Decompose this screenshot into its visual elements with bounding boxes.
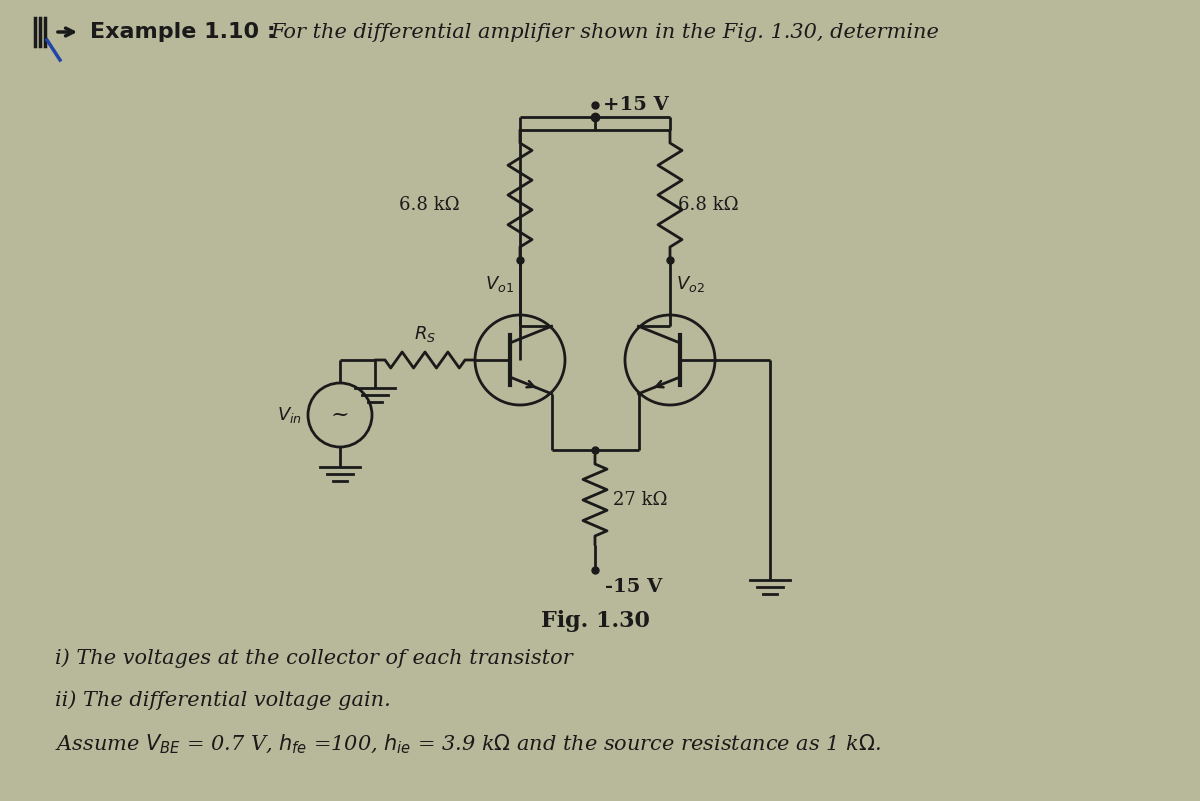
Text: 27 kΩ: 27 kΩ xyxy=(613,491,667,509)
Text: $V_{in}$: $V_{in}$ xyxy=(277,405,302,425)
Text: $V_{o2}$: $V_{o2}$ xyxy=(676,274,704,294)
Text: $V_{o1}$: $V_{o1}$ xyxy=(485,274,514,294)
Text: ~: ~ xyxy=(331,404,349,426)
Text: $R_S$: $R_S$ xyxy=(414,324,436,344)
Text: 6.8 kΩ: 6.8 kΩ xyxy=(678,196,739,214)
Text: Assume $V_{BE}$ = 0.7 V, $h_{fe}$ =100, $h_{ie}$ = 3.9 k$\Omega$ and the source : Assume $V_{BE}$ = 0.7 V, $h_{fe}$ =100, … xyxy=(55,733,881,756)
Text: -15 V: -15 V xyxy=(605,578,662,596)
Text: ii) The differential voltage gain.: ii) The differential voltage gain. xyxy=(55,690,391,710)
Text: i) The voltages at the collector of each transistor: i) The voltages at the collector of each… xyxy=(55,648,572,668)
Text: +15 V: +15 V xyxy=(604,96,668,114)
Text: Fig. 1.30: Fig. 1.30 xyxy=(540,610,649,632)
Text: 6.8 kΩ: 6.8 kΩ xyxy=(400,196,460,214)
Text: For the differential amplifier shown in the Fig. 1.30, determine: For the differential amplifier shown in … xyxy=(270,22,938,42)
Text: Example 1.10 :: Example 1.10 : xyxy=(90,22,276,42)
